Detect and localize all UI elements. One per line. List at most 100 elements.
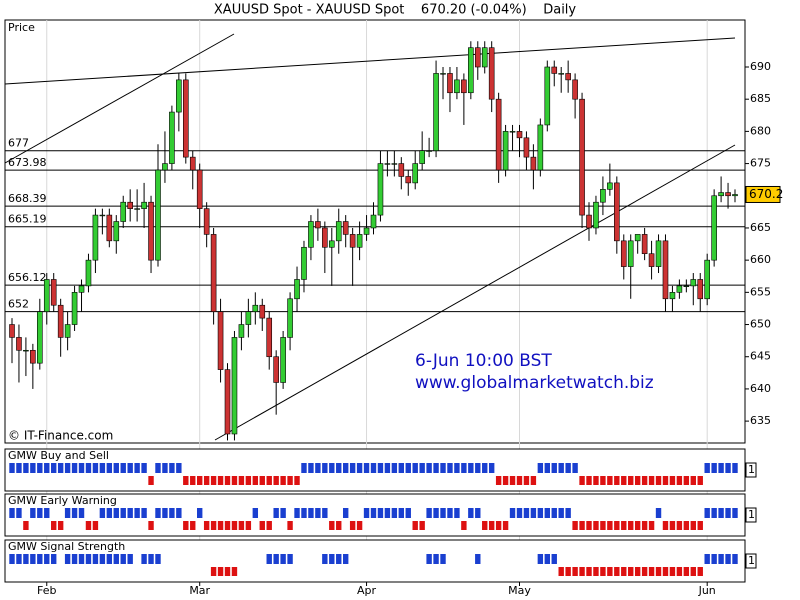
signal-bar xyxy=(287,476,293,485)
signal-bar xyxy=(572,567,578,576)
signal-bar xyxy=(593,521,599,530)
signal-bar xyxy=(197,508,203,518)
candle-body xyxy=(106,214,113,242)
indicator-title: GMW Signal Strength xyxy=(8,540,125,553)
signal-bar xyxy=(384,508,391,518)
signal-bar xyxy=(544,554,550,564)
signal-bar xyxy=(468,463,474,473)
signal-bar xyxy=(162,463,168,473)
signal-bar xyxy=(586,567,592,576)
candle-body xyxy=(266,317,273,358)
trend-lines xyxy=(4,33,736,441)
signal-bar xyxy=(572,521,578,530)
candle-body xyxy=(732,194,738,197)
signal-bar xyxy=(634,567,641,576)
signal-bar xyxy=(273,554,279,564)
signal-bar xyxy=(120,508,126,518)
candle-body xyxy=(71,292,78,325)
signal-bar xyxy=(391,463,398,473)
signal-bar xyxy=(530,508,537,518)
candle-body xyxy=(718,192,724,197)
signal-bar xyxy=(363,463,370,473)
signal-bar xyxy=(551,508,557,518)
signal-bar xyxy=(57,521,64,530)
signal-bar xyxy=(329,521,335,530)
signal-bar xyxy=(523,476,530,485)
candle-body xyxy=(683,285,690,288)
x-tick-label: Jun xyxy=(698,584,716,597)
signal-bar xyxy=(697,521,703,530)
signal-bar xyxy=(725,508,731,518)
signal-bar xyxy=(85,463,92,473)
candle-body xyxy=(572,79,578,100)
signal-bar xyxy=(176,463,182,473)
signal-bar xyxy=(690,567,696,576)
signal-bar xyxy=(655,476,662,485)
signal-bar xyxy=(732,508,738,518)
signal-bar xyxy=(363,508,370,518)
signal-bar xyxy=(370,463,377,473)
signal-bar xyxy=(614,476,620,485)
signal-bar xyxy=(342,554,349,564)
signal-bar xyxy=(141,508,147,518)
candle-body xyxy=(134,208,140,210)
signal-bar xyxy=(245,521,252,530)
signal-bar xyxy=(134,463,140,473)
candle-body xyxy=(155,169,161,261)
signal-bar xyxy=(648,521,655,530)
candle-body xyxy=(634,234,641,242)
y-tick-label: 645 xyxy=(750,350,771,363)
signal-bar xyxy=(176,508,182,518)
signal-bar xyxy=(51,521,57,530)
signal-bar xyxy=(322,554,328,564)
signal-bar xyxy=(99,554,106,564)
signal-bar xyxy=(238,476,245,485)
signal-bar xyxy=(544,463,550,473)
signal-bar xyxy=(711,508,717,518)
signal-bar xyxy=(607,521,613,530)
signal-bar xyxy=(356,521,363,530)
signal-bar xyxy=(78,463,85,473)
level-label: 673.98 xyxy=(8,156,47,169)
signal-bar xyxy=(23,521,29,530)
candle-body xyxy=(294,279,300,300)
signal-bar xyxy=(662,476,669,485)
signal-bar xyxy=(183,476,189,485)
y-tick-label: 665 xyxy=(750,221,771,234)
signal-bar xyxy=(301,508,307,518)
signal-bar xyxy=(732,463,738,473)
candle-body xyxy=(259,304,266,319)
signal-bar xyxy=(579,567,585,576)
signal-bar xyxy=(210,521,217,530)
signal-bar xyxy=(676,521,683,530)
candle-body xyxy=(162,163,168,171)
candle-body xyxy=(530,156,537,171)
signal-bar xyxy=(99,463,106,473)
candle-body xyxy=(231,337,238,435)
candle-body xyxy=(301,246,307,280)
signal-bar xyxy=(183,521,189,530)
candle-body xyxy=(384,163,391,165)
signal-bar xyxy=(141,463,147,473)
candle-body xyxy=(356,234,363,248)
candle-body xyxy=(419,150,425,164)
signal-bar xyxy=(628,521,634,530)
signal-bar xyxy=(266,554,272,564)
signal-bar xyxy=(377,463,384,473)
signal-bar xyxy=(405,463,411,473)
signal-bar xyxy=(106,508,113,518)
signal-bar xyxy=(280,554,286,564)
candle-body xyxy=(481,47,488,68)
signal-bar xyxy=(454,463,460,473)
signal-bar xyxy=(217,567,224,576)
x-tick-label: Apr xyxy=(357,584,377,597)
signal-bar xyxy=(565,463,571,473)
y-tick-label: 655 xyxy=(750,285,771,298)
signal-bar xyxy=(732,554,738,564)
candle-body xyxy=(655,240,662,267)
signal-bar xyxy=(662,567,669,576)
signal-bar xyxy=(336,554,342,564)
signal-bar xyxy=(287,521,293,530)
signal-bar xyxy=(433,554,439,564)
candle-body xyxy=(78,285,85,293)
